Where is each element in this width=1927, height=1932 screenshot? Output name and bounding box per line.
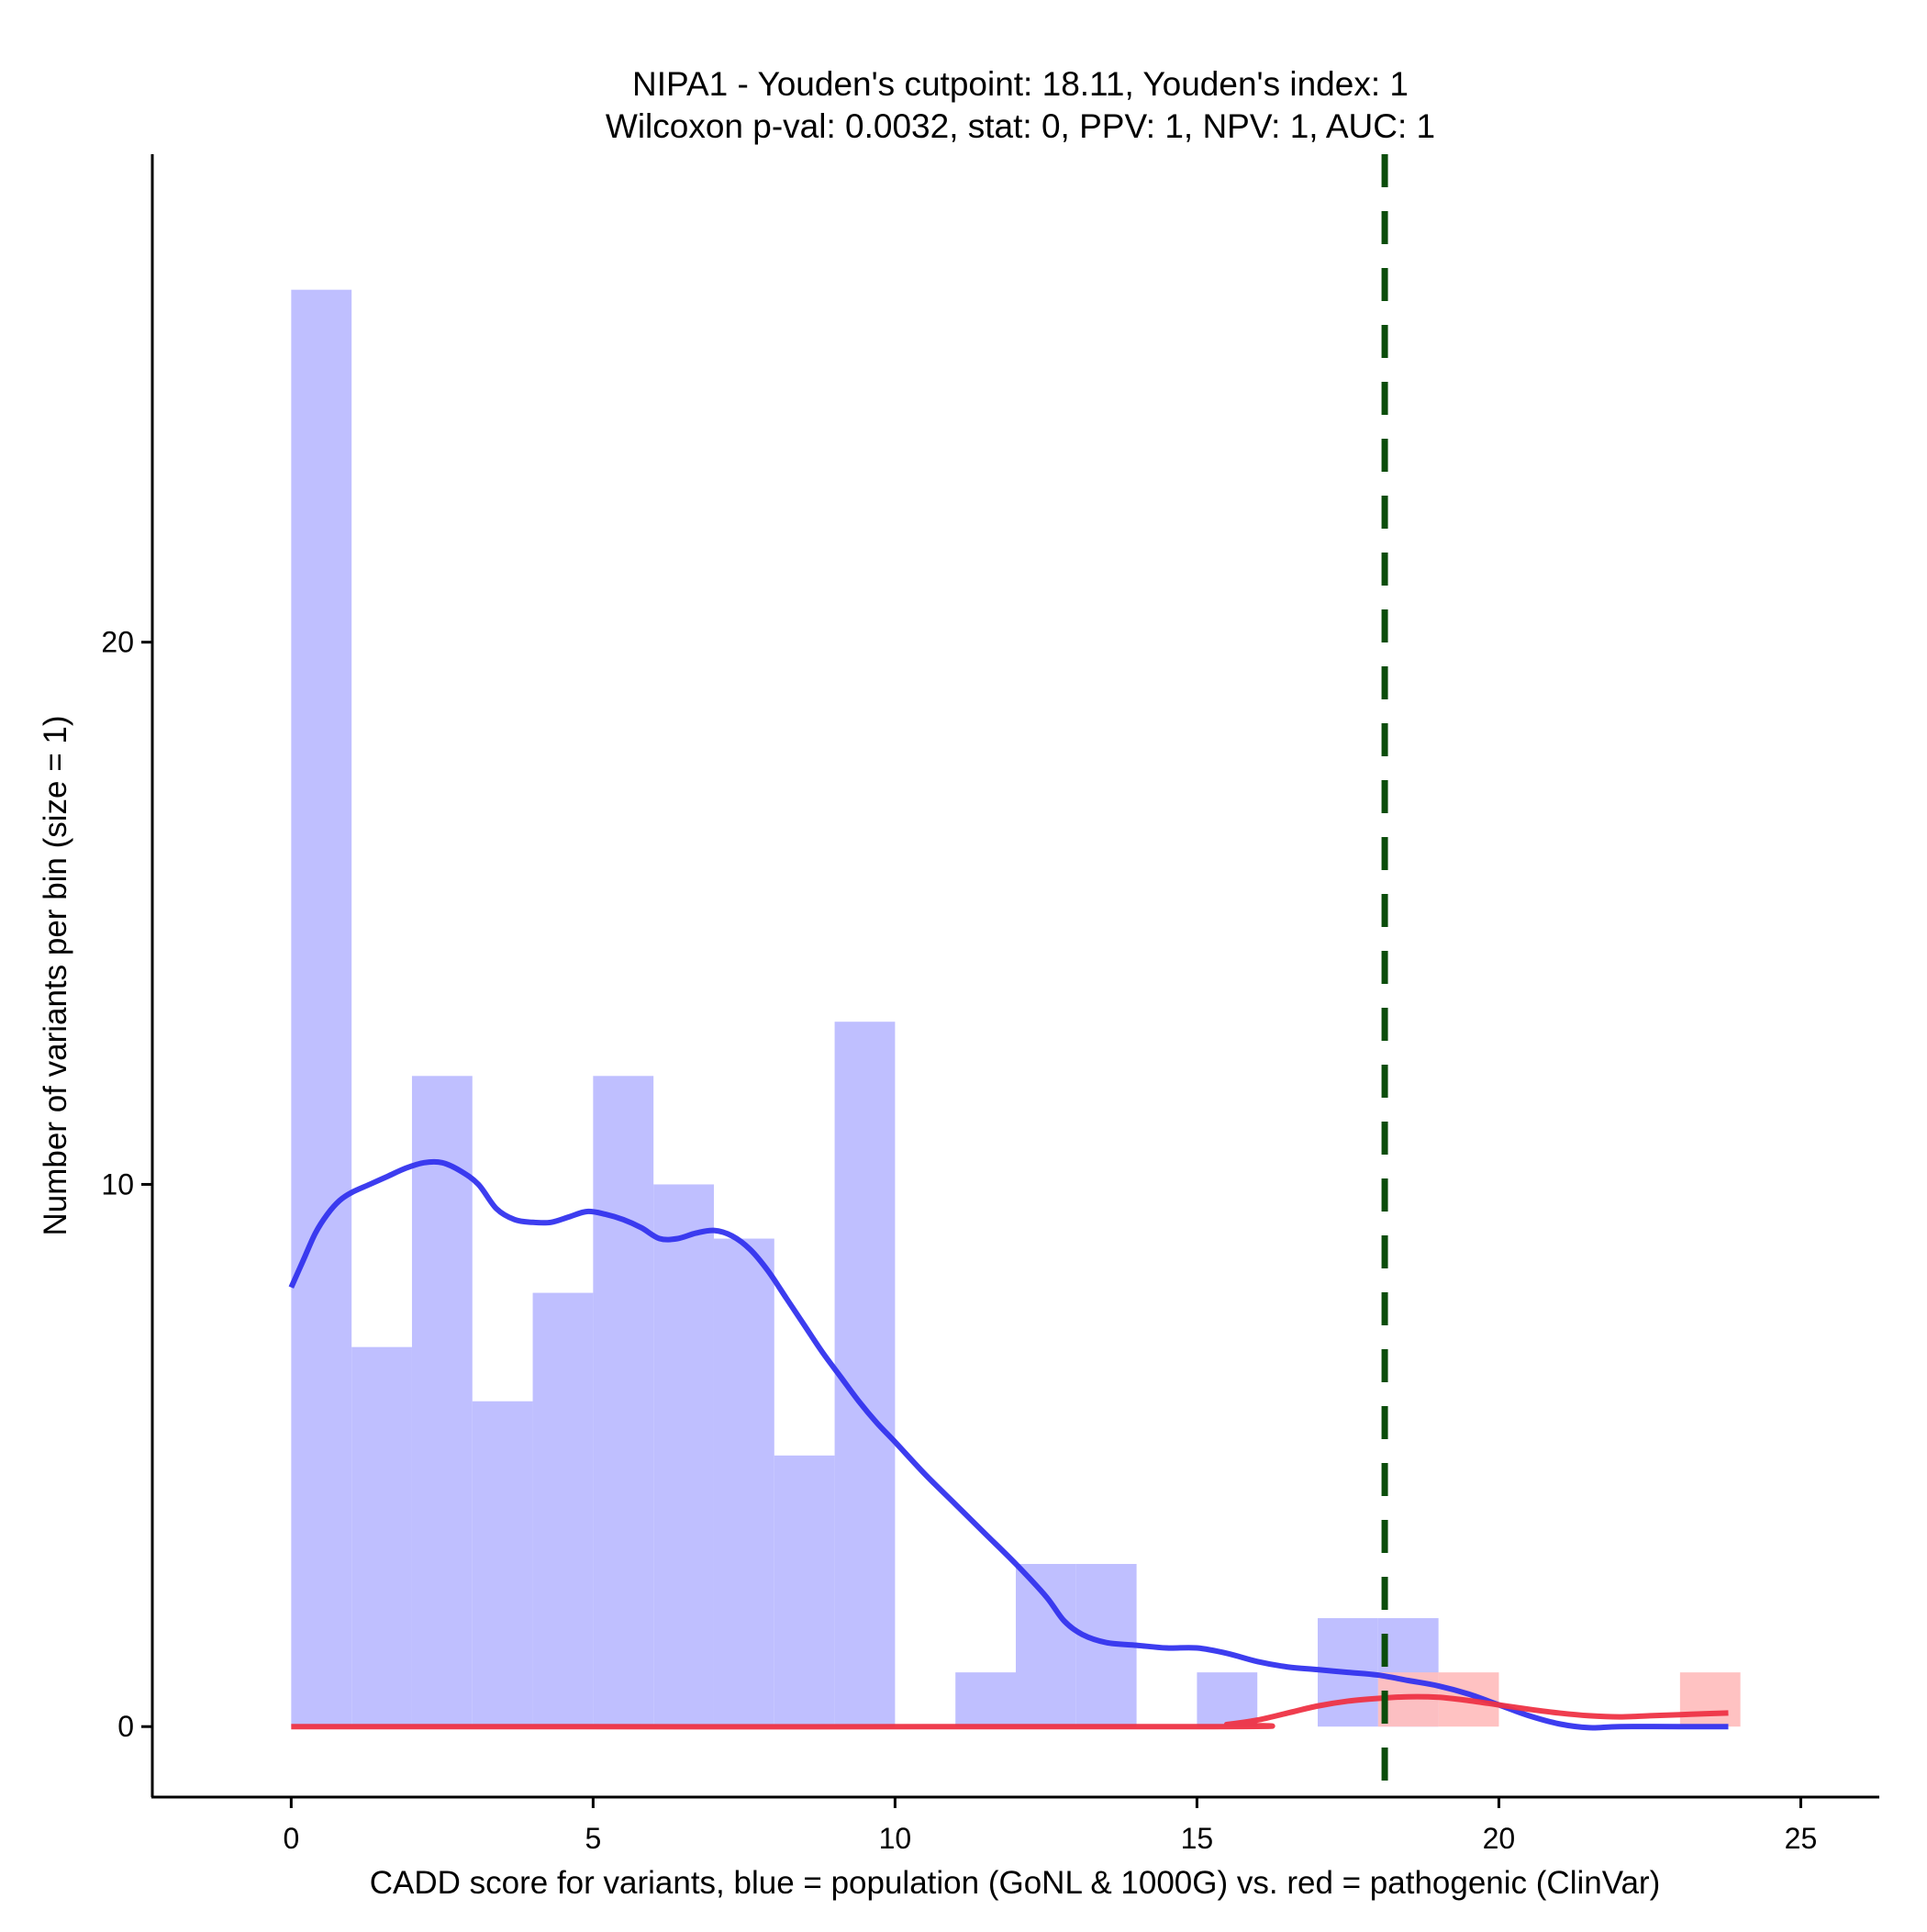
x-axis-label: CADD score for variants, blue = populati… [370,1865,1661,1901]
y-tick-label-10: 10 [101,1167,134,1201]
x-tick-label-0: 0 [283,1822,299,1855]
population-bar-4 [532,1292,594,1727]
chart-title: NIPA1 - Youden's cutpoint: 18.11, Youden… [632,65,1409,103]
population-bar-5 [593,1076,654,1727]
y-tick-label-0: 0 [117,1710,134,1743]
population-bar-11 [955,1672,1016,1727]
y-axis-ticks: 0 10 20 [101,626,152,1743]
pathogenic-density-line [291,1693,1729,1730]
y-tick-label-20: 20 [101,626,134,659]
x-tick-label-25: 25 [1785,1822,1818,1855]
chart-subtitle: Wilcoxon p-val: 0.0032, stat: 0, PPV: 1,… [606,107,1435,145]
x-tick-label-5: 5 [585,1822,601,1855]
x-axis-ticks: 0 5 10 15 20 25 [283,1797,1817,1855]
population-density-line [288,1158,1729,1731]
population-bar-15 [1197,1672,1258,1727]
population-bar-7 [713,1238,774,1727]
x-tick-label-10: 10 [879,1822,912,1855]
histogram-bars [291,289,1741,1727]
population-bar-1 [351,1346,412,1727]
population-bar-9 [834,1022,896,1727]
population-bar-3 [472,1401,533,1727]
population-bar-12 [1016,1563,1076,1727]
population-bar-2 [411,1076,473,1727]
x-tick-label-20: 20 [1483,1822,1516,1855]
y-axis-label: Number of variants per bin (size = 1) [38,715,73,1235]
x-tick-label-15: 15 [1181,1822,1214,1855]
density-curves [288,1158,1729,1731]
population-bar-0 [291,289,352,1727]
pathogenic-bar-23 [1679,1672,1741,1727]
population-bar-6 [653,1184,714,1727]
population-bar-8 [774,1455,835,1727]
